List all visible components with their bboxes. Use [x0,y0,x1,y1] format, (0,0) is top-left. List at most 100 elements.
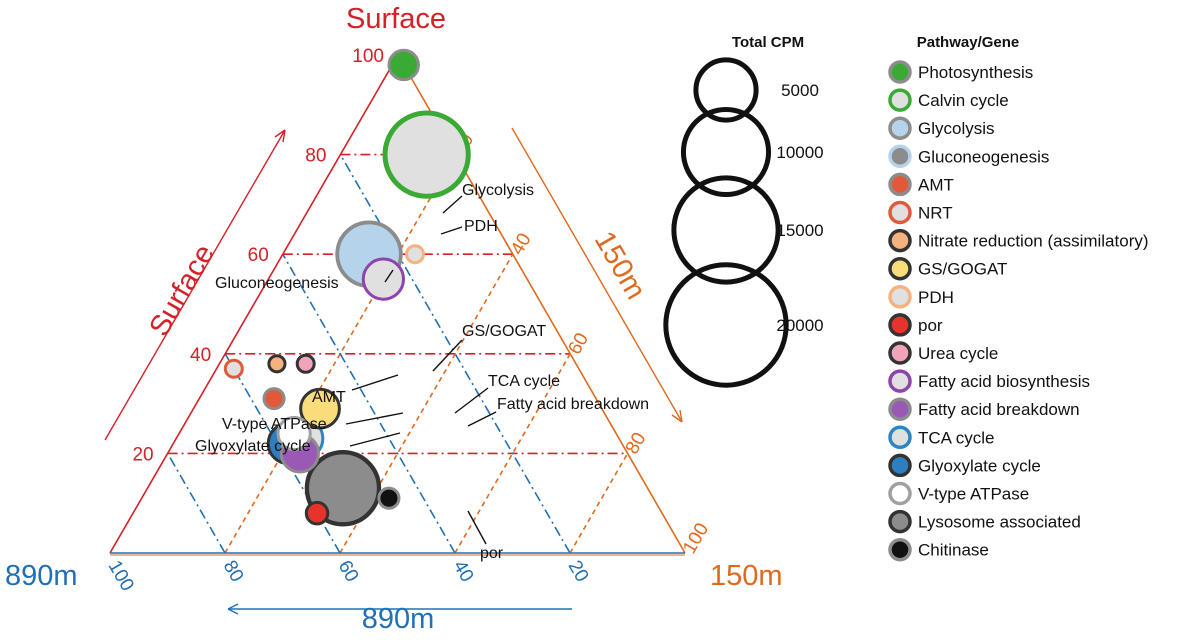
tick-surface: 40 [190,345,211,366]
annotation-leader [432,339,463,372]
annotation-leader [454,387,489,414]
bubble [382,110,471,199]
legend-label: AMT [918,175,954,194]
890m-corner-label: 890m [5,560,78,592]
annotation-label: por [480,545,504,562]
tick-surface: 60 [248,245,269,266]
legend-swatch [888,313,912,337]
legend-label: Gluconeogenesis [918,147,1049,166]
legend-label: Nitrate reduction (assimilatory) [918,232,1149,251]
legend-label: Urea cycle [918,344,998,363]
legend-label: Calvin cycle [918,91,1009,110]
size-legend-label: 10000 [776,143,823,162]
legend-swatch [888,509,912,534]
bubble [304,500,330,526]
legend-label: NRT [918,204,953,223]
annotation-leader [442,195,463,214]
size-legend: Total CPM 5000 10000 15000 20000 [663,34,824,388]
legend-swatch [888,144,912,169]
annotation-label: Glyoxylate cycle [195,438,311,455]
grid-890m [282,253,456,554]
bubble [299,387,341,430]
tick-surface: 20 [132,444,153,465]
legend-swatch [888,425,912,450]
legend-label: Glyoxylate cycle [918,456,1041,475]
surface-arrow [104,129,286,441]
legend-swatch [888,453,912,478]
legend-swatch [888,116,912,140]
bubble [267,354,287,374]
bubble [387,48,420,82]
size-legend-label: 20000 [776,316,823,335]
edge-left [109,54,399,554]
bubble [223,358,244,379]
annotation-leader [467,411,497,427]
890m-arrow-head [227,603,239,615]
annotation-label: V-type ATPase [222,416,327,433]
bubble [276,415,312,452]
tick-surface: 80 [305,146,326,167]
bubble [405,244,426,265]
grid-150m [569,452,629,554]
legend-swatch [888,537,912,562]
annotation-label: TCA cycle [488,373,560,390]
grid-150m [224,154,457,554]
annotations: Glycolysis PDH Gluconeogenesis GS/GOGAT AMT T… [195,182,649,562]
legend-swatch [888,172,912,197]
surface-side-label: Surface [143,239,221,342]
legend-label: PDH [918,288,954,307]
size-legend-label: 15000 [776,221,823,240]
bubble [295,353,316,374]
legend-swatch [888,200,912,225]
legend-label: V-type ATPase [918,485,1029,504]
grid-150m [454,353,571,554]
bubble [262,387,286,411]
color-legend: Pathway/Gene Photosynthesis Calvin cycle Gl… [888,34,1149,562]
150m-corner-label: 150m [710,560,783,592]
legend-swatch [888,285,912,309]
surface-corner-label: Surface [346,3,446,35]
annotation-label: Glycolysis [462,182,534,199]
legend-label: Fatty acid breakdown [918,400,1080,419]
annotation-leader [384,269,394,283]
grid-890m [166,453,226,554]
legend-swatch [888,256,912,281]
legend-label: Lysosome associated [918,513,1081,532]
legend-swatch [888,228,912,253]
legend-label: Photosynthesis [918,63,1033,82]
size-legend-title: Total CPM [732,34,804,51]
legend-label: Fatty acid biosynthesis [918,372,1090,391]
legend-label: GS/GOGAT [918,260,1007,279]
150m-side-label: 150m [588,226,652,305]
tick-890m: 20 [564,557,593,586]
tick-890m: 100 [104,557,138,595]
color-legend-title: Pathway/Gene [917,34,1020,51]
annotation-label: PDH [464,218,498,235]
legend-swatch [888,60,912,84]
150m-arrow-head [671,409,683,423]
annotation-label: Fatty acid breakdown [497,396,649,413]
legend-swatch [888,88,912,112]
annotation-leader [349,432,401,447]
annotation-leader [467,510,487,545]
size-legend-circle [663,262,789,388]
legend-label: Glycolysis [918,119,995,138]
annotation-label: Gluconeogenesis [215,275,339,292]
tick-890m: 40 [449,557,478,586]
bubbles [223,48,471,527]
size-legend-label: 5000 [781,81,819,100]
legend-swatch [888,369,912,393]
annotation-label: GS/GOGAT [462,323,546,340]
surface-arrow-head [274,129,286,143]
annotation-leader [351,374,399,391]
tick-surface: 100 [352,46,384,67]
size-legend-circle [680,106,772,198]
150m-arrow [511,127,683,423]
legend-swatch [888,397,912,421]
legend-label: Chitinase [918,541,989,560]
tick-890m: 80 [219,557,248,586]
size-legend-circle [671,175,781,285]
annotation-leader [345,412,404,425]
tick-150m: 80 [622,429,651,458]
